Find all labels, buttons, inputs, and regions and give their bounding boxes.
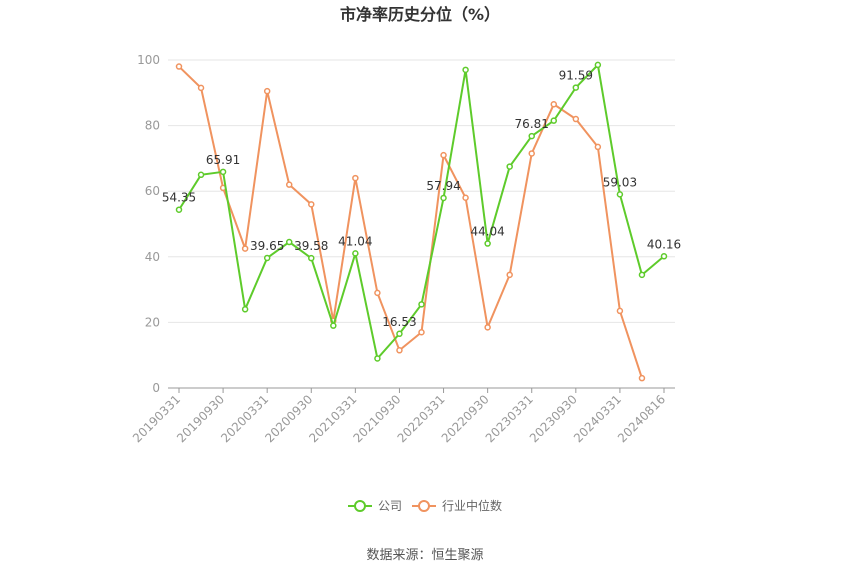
data-label: 39.65 — [250, 239, 284, 253]
data-source: 数据来源：恒生聚源 — [366, 548, 483, 563]
series-line-0 — [178, 62, 665, 361]
x-tick-label: 20240816 — [615, 392, 668, 445]
data-point[interactable] — [528, 132, 535, 140]
y-tick-label: 40 — [145, 250, 160, 264]
data-point[interactable] — [638, 374, 646, 382]
y-tick-label: 60 — [145, 184, 160, 198]
data-label: 16.53 — [382, 315, 416, 329]
grid — [168, 59, 675, 323]
data-point[interactable] — [352, 250, 359, 257]
data-label: 41.04 — [338, 234, 372, 248]
data-point[interactable] — [506, 271, 513, 279]
data-point[interactable] — [572, 84, 580, 91]
legend-marker-icon — [354, 500, 366, 512]
data-point[interactable] — [528, 150, 535, 157]
data-point[interactable] — [175, 206, 183, 213]
data-point[interactable] — [462, 194, 469, 202]
data-point[interactable] — [285, 181, 293, 188]
data-label: 76.81 — [515, 117, 549, 131]
data-label: 65.91 — [206, 153, 240, 167]
data-point[interactable] — [572, 115, 580, 123]
data-point[interactable] — [550, 101, 558, 108]
legend-item-industry-median[interactable]: 行业中位数 — [412, 498, 502, 513]
data-point[interactable] — [263, 254, 271, 262]
legend[interactable]: 公司 行业中位数 — [348, 498, 502, 513]
data-point[interactable] — [418, 328, 425, 336]
y-tick-label: 20 — [145, 315, 160, 329]
data-label: 54.35 — [162, 191, 196, 205]
data-label: 40.16 — [647, 237, 681, 251]
data-point[interactable] — [396, 347, 403, 354]
data-point[interactable] — [594, 143, 602, 151]
data-point[interactable] — [285, 238, 293, 246]
legend-label-industry-median: 行业中位数 — [442, 498, 502, 513]
data-point[interactable] — [638, 271, 646, 279]
data-point[interactable] — [506, 163, 513, 170]
data-point[interactable] — [308, 254, 315, 262]
data-point[interactable] — [594, 61, 602, 69]
data-point[interactable] — [241, 245, 249, 252]
data-point[interactable] — [484, 240, 491, 247]
data-point[interactable] — [197, 171, 205, 179]
data-point[interactable] — [352, 174, 359, 182]
series-lines — [175, 61, 668, 382]
data-point[interactable] — [219, 168, 227, 176]
x-axis: 2019033120190930202003312020093020210331… — [130, 387, 675, 445]
data-label: 91.59 — [559, 69, 593, 83]
chart-title: 市净率历史分位（%） — [340, 5, 500, 24]
legend-label-company: 公司 — [378, 499, 402, 513]
legend-item-company[interactable]: 公司 — [348, 499, 402, 513]
data-point[interactable] — [616, 307, 624, 315]
data-point[interactable] — [660, 253, 668, 260]
data-label: 39.58 — [294, 239, 328, 253]
y-tick-label: 100 — [137, 53, 160, 67]
data-label: 44.04 — [470, 225, 504, 239]
y-axis: 0 20 40 60 80 100 — [137, 53, 160, 395]
data-point[interactable] — [241, 306, 249, 313]
data-label: 57.94 — [426, 179, 460, 193]
y-tick-label: 80 — [145, 119, 160, 133]
data-point[interactable] — [550, 117, 558, 124]
data-point[interactable] — [484, 324, 491, 331]
data-point[interactable] — [197, 84, 205, 92]
legend-marker-icon — [418, 500, 430, 512]
data-point[interactable] — [418, 301, 425, 308]
data-point[interactable] — [374, 355, 381, 362]
data-point[interactable] — [175, 63, 183, 70]
data-label: 59.03 — [603, 175, 637, 189]
data-labels: 54.35 65.91 39.65 39.58 41.04 16.53 57.94 44.04… — [162, 69, 681, 329]
series-line-1 — [178, 65, 643, 379]
data-point[interactable] — [440, 194, 447, 202]
data-point[interactable] — [462, 66, 469, 74]
data-point[interactable] — [374, 289, 381, 297]
data-point[interactable] — [308, 201, 315, 208]
data-point[interactable] — [396, 330, 403, 338]
data-point[interactable] — [616, 191, 624, 198]
data-point[interactable] — [263, 87, 271, 95]
y-tick-label: 0 — [152, 381, 160, 395]
data-point[interactable] — [330, 322, 337, 329]
data-point[interactable] — [440, 151, 447, 159]
